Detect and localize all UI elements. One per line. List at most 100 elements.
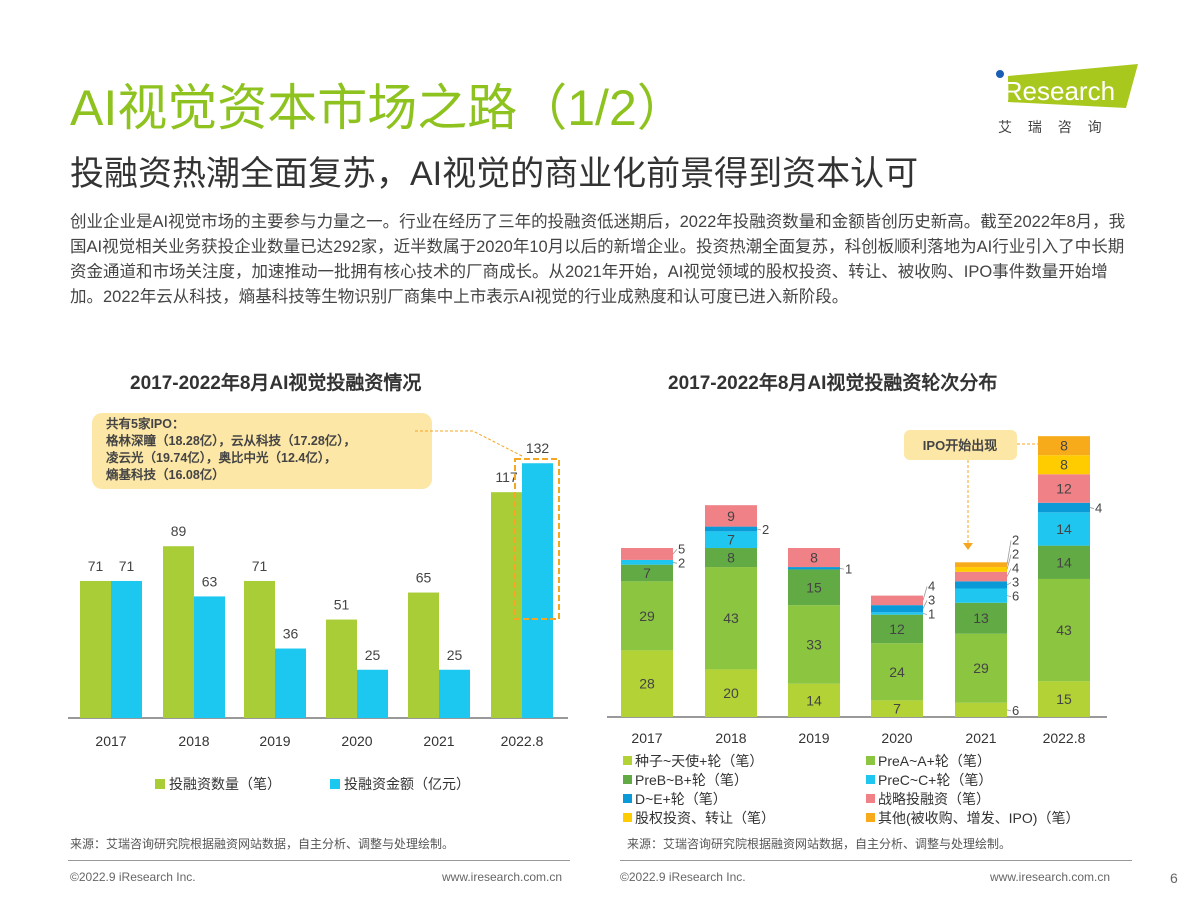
data-label: 132 [526,440,550,456]
data-label: 71 [88,558,104,574]
website-link[interactable]: www.iresearch.com.cn [442,870,563,884]
data-label: 15 [1056,691,1072,707]
legend-swatch [623,756,632,765]
website-link[interactable]: www.iresearch.com.cn [990,870,1111,884]
bar-segment [705,548,757,568]
bar-segment [621,581,673,651]
divider [68,860,570,861]
legend-swatch [330,779,340,789]
bar-segment [871,700,923,717]
label-leader [1006,595,1012,598]
data-label: 14 [1056,521,1072,537]
data-label: 3 [928,592,935,607]
x-tick-label: 2018 [715,730,746,746]
bar-segment [788,548,840,568]
bar-segment [705,531,757,549]
label-leader [839,567,845,570]
x-tick-label: 2020 [881,730,912,746]
page-number: 6 [1170,870,1178,886]
bar [111,580,142,718]
data-label: 7 [643,565,651,581]
bar-segment [1038,474,1090,503]
chart-title-right: 2017-2022年8月AI视觉投融资轮次分布 [668,373,998,394]
label-leader [922,600,928,609]
x-tick-label: 2019 [259,733,290,749]
bar-segment [621,564,673,582]
legend-label: 战略投融资（笔） [878,791,990,807]
x-tick-label: 2022.8 [501,733,544,749]
annotation-text: 共有5家IPO： [106,416,185,431]
data-label: 6 [1012,703,1019,718]
data-label: 25 [365,647,381,663]
data-label: 1 [845,561,852,576]
page-title: AI视觉资本市场之路（1/2） [70,80,687,136]
data-label: 43 [1056,622,1072,638]
data-label: 33 [806,636,822,652]
bar-segment [1038,578,1090,682]
data-label: 8 [727,550,735,566]
data-label: 24 [889,664,905,680]
data-label: 71 [119,558,135,574]
label-leader [1089,507,1095,509]
data-label: 36 [283,626,299,642]
bar-segment [955,602,1007,634]
data-label: 2 [678,555,685,570]
data-label: 7 [727,532,735,548]
legend-swatch [866,794,875,803]
divider [620,860,1132,861]
label-leader [756,528,762,531]
data-label: 4 [1012,561,1019,576]
bar [163,546,194,718]
data-label: 4 [1095,501,1102,516]
legend-label: D~E+轮（笔） [635,791,727,807]
bar [491,492,522,718]
x-tick-label: 2017 [631,730,662,746]
label-leader [672,549,678,555]
x-tick-label: 2019 [798,730,829,746]
bar-segment [705,567,757,670]
bar [326,619,357,718]
chart-title-left: 2017-2022年8月AI视觉投融资情况 [130,373,422,394]
data-label: 65 [416,570,432,586]
source-right: 来源：艾瑞咨询研究院根据融资网站数据，自主分析、调整与处理绘制。 [627,837,1012,851]
bar-segment [955,588,1007,603]
bar-segment [621,559,673,565]
bar-segment [1038,681,1090,717]
bar-segment [1038,502,1090,513]
bar-segment [955,633,1007,703]
bar-segment [705,669,757,717]
x-tick-label: 2017 [95,733,126,749]
data-label: 2 [762,522,769,537]
data-label: 29 [973,660,989,676]
bar-segment [1038,512,1090,546]
label-leader [1006,582,1012,586]
bar [357,669,388,718]
data-label: 25 [447,647,463,663]
data-label: 63 [202,573,218,589]
data-label: 2 [1012,533,1019,548]
bar [275,648,306,718]
iresearch-logo: iResearch 艾 瑞 咨 询 [996,64,1138,135]
annotation-box [904,430,1017,460]
label-leader [1006,709,1012,712]
data-label: 12 [889,621,905,637]
bar [80,580,111,718]
label-leader [672,561,678,564]
legend-label: PreA~A+轮（笔） [878,753,991,769]
label-leader [1006,540,1012,565]
bar-segment [871,605,923,613]
bar-segment [871,614,923,644]
bar [439,669,470,718]
annotation-box [92,413,432,489]
x-tick-label: 2018 [178,733,209,749]
label-leader [1006,554,1012,570]
bar-segment [788,569,840,606]
data-label: 117 [495,469,518,485]
data-label: 20 [723,685,739,701]
data-label: 4 [928,578,935,593]
data-label: 8 [1060,457,1068,473]
data-label: 14 [1056,554,1072,570]
data-label: 8 [810,550,818,566]
legend-label: 投融资数量（笔） [169,776,281,792]
data-label: 6 [1012,589,1019,604]
